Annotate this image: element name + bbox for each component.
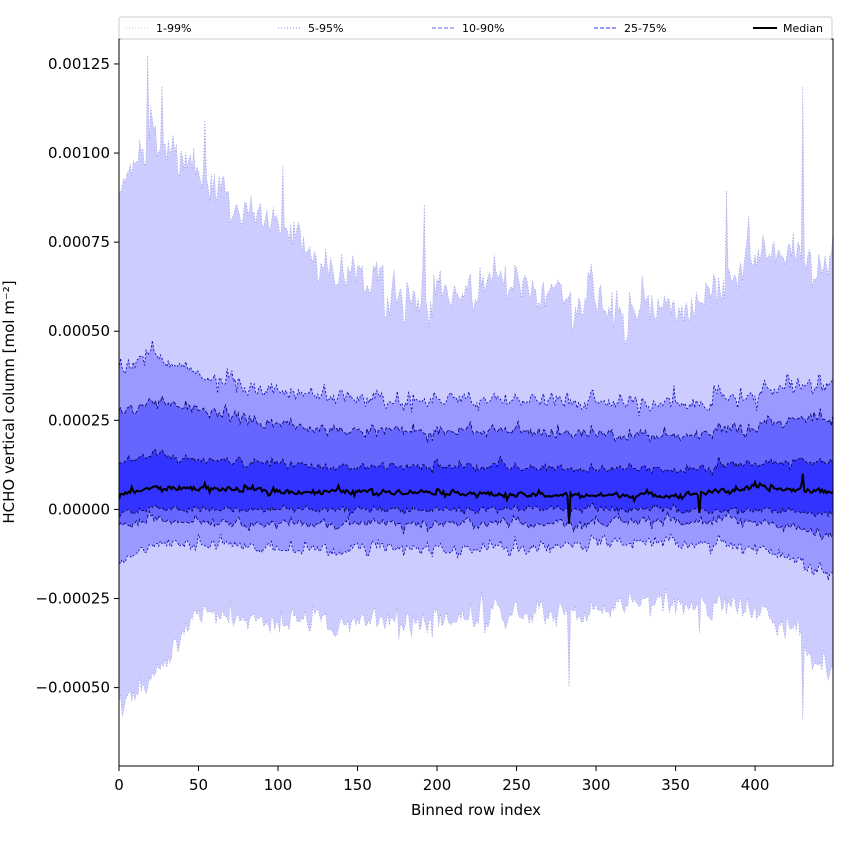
legend-frame: [118, 16, 833, 40]
x-tick-label: 400: [741, 776, 770, 794]
legend-label: 1-99%: [156, 22, 191, 35]
y-tick-label: 0.00025: [48, 411, 110, 429]
y-tick-label: 0.00125: [48, 55, 110, 73]
band-1-99-lo-edge: [119, 587, 833, 720]
legend-label: 25-75%: [624, 22, 666, 35]
x-axis: 0 50 100 150 200 250 300 350 400: [114, 766, 769, 794]
band-5-95-up-edge: [119, 340, 833, 417]
median-line: [119, 473, 833, 524]
y-tick-label: 0.00000: [48, 500, 110, 518]
y-axis-label: HCHO vertical column [mol m⁻²]: [0, 280, 18, 523]
line-layer: [119, 55, 833, 720]
band-1-99-up-edge: [119, 55, 833, 345]
y-tick-label: 0.00100: [48, 144, 110, 162]
legend-label: 10-90%: [462, 22, 504, 35]
x-tick-label: 50: [189, 776, 208, 794]
band-25-75: [119, 449, 833, 517]
x-tick-label: 150: [343, 776, 372, 794]
legend: 1-99% 5-95% 10-90% 25-75% Median: [118, 16, 833, 40]
y-tick-label: 0.00075: [48, 233, 110, 251]
band-10-90-lo-edge: [119, 509, 833, 541]
x-tick-label: 200: [423, 776, 452, 794]
band-5-95-lo-edge: [119, 533, 833, 581]
x-tick-label: 250: [502, 776, 531, 794]
y-tick-label: 0.00050: [48, 322, 110, 340]
band-layer: [119, 55, 833, 720]
band-25-75-up-edge: [119, 449, 833, 477]
band-1-99: [119, 55, 833, 720]
legend-label: Median: [783, 22, 823, 35]
x-tick-label: 300: [582, 776, 611, 794]
x-tick-label: 100: [264, 776, 293, 794]
x-tick-label: 0: [114, 776, 124, 794]
legend-label: 5-95%: [308, 22, 343, 35]
x-tick-label: 350: [661, 776, 690, 794]
y-tick-label: −0.00050: [35, 679, 110, 697]
band-25-75-lo-edge: [119, 502, 833, 518]
y-axis: −0.00050 −0.00025 0.00000 0.00025 0.00050 0.0…: [35, 55, 119, 697]
band-10-90-up-edge: [119, 394, 833, 443]
x-axis-label: Binned row index: [411, 801, 541, 819]
y-tick-label: −0.00025: [35, 590, 110, 608]
